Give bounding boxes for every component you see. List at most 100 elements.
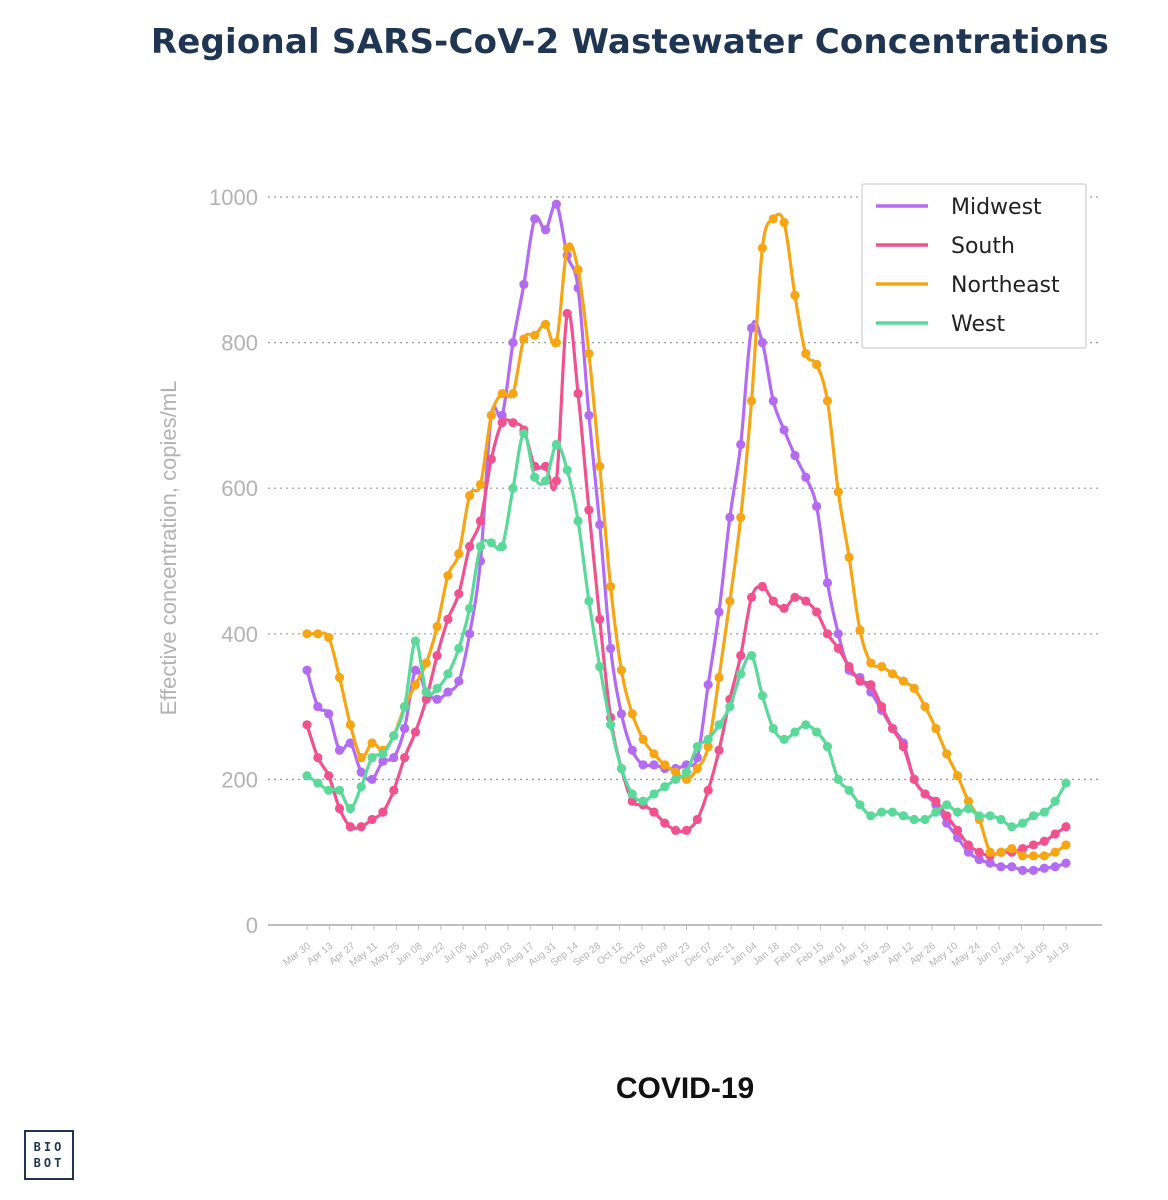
- data-point: [757, 581, 768, 592]
- data-point: [595, 520, 605, 530]
- data-point: [324, 785, 334, 795]
- data-point: [584, 596, 594, 606]
- data-point: [855, 625, 865, 635]
- data-point: [573, 516, 583, 526]
- data-point: [324, 709, 334, 719]
- data-point: [855, 676, 865, 686]
- data-point: [703, 734, 713, 744]
- data-point: [399, 702, 410, 712]
- data-point: [508, 388, 518, 399]
- data-point: [833, 643, 843, 653]
- data-point: [367, 814, 377, 825]
- data-point: [844, 552, 854, 562]
- data-point: [616, 665, 627, 675]
- data-point: [334, 785, 345, 795]
- data-point: [367, 738, 377, 748]
- data-point: [822, 396, 833, 406]
- data-point: [389, 731, 399, 741]
- data-point: [584, 505, 594, 515]
- data-point: [356, 782, 366, 792]
- data-point: [595, 661, 605, 672]
- data-point: [389, 785, 399, 795]
- data-point: [942, 811, 952, 821]
- data-point: [931, 807, 941, 817]
- data-point: [790, 592, 800, 603]
- data-point: [465, 541, 475, 552]
- data-point: [465, 603, 475, 613]
- data-point: [703, 742, 713, 752]
- data-point: [627, 789, 637, 799]
- data-point: [302, 771, 312, 781]
- data-point: [421, 694, 431, 704]
- data-point: [551, 476, 561, 486]
- y-axis-label: Effective concentration, copies/mL: [156, 381, 181, 716]
- data-point: [334, 803, 345, 814]
- data-point: [801, 596, 811, 606]
- data-point: [887, 807, 898, 817]
- data-point: [855, 800, 865, 810]
- data-point: [638, 734, 648, 744]
- data-point: [562, 465, 572, 475]
- x-tick-label: Jun 21: [997, 940, 1028, 967]
- data-point: [454, 643, 464, 653]
- data-point: [1039, 807, 1049, 817]
- data-point: [714, 745, 724, 755]
- data-point: [985, 847, 995, 857]
- data-point: [410, 680, 421, 690]
- data-point: [421, 687, 431, 697]
- data-point: [963, 803, 974, 814]
- legend-label: South: [951, 234, 1015, 259]
- data-point: [497, 410, 507, 420]
- logo-line-1: BIO: [33, 1140, 65, 1154]
- data-point: [410, 727, 421, 737]
- y-tick-label: 800: [221, 331, 258, 356]
- data-point: [638, 760, 648, 770]
- data-point: [378, 756, 388, 766]
- legend-box: [861, 183, 1087, 349]
- y-tick-label: 200: [221, 767, 258, 792]
- data-point: [627, 709, 637, 719]
- data-point: [812, 727, 822, 737]
- data-point: [1061, 778, 1071, 788]
- data-point: [443, 669, 453, 679]
- data-point: [779, 217, 789, 228]
- data-point: [367, 752, 377, 763]
- data-point: [822, 578, 833, 588]
- data-point: [454, 676, 464, 686]
- data-point: [443, 687, 453, 697]
- data-point: [313, 629, 323, 639]
- data-point: [334, 745, 345, 755]
- data-point: [768, 214, 778, 224]
- data-point: [822, 629, 833, 639]
- data-point: [768, 596, 778, 606]
- data-point: [378, 807, 388, 817]
- data-point: [606, 720, 616, 730]
- data-point: [963, 840, 974, 850]
- data-point: [508, 483, 518, 493]
- data-point: [1028, 811, 1039, 821]
- data-point: [345, 738, 355, 748]
- data-point: [497, 388, 507, 399]
- data-point: [540, 225, 551, 235]
- data-point: [1061, 858, 1071, 868]
- data-point: [833, 774, 843, 785]
- data-point: [1039, 863, 1049, 873]
- data-point: [519, 429, 529, 439]
- data-point: [573, 265, 583, 275]
- data-point: [692, 814, 702, 825]
- data-point: [1050, 847, 1060, 857]
- data-point: [465, 490, 475, 501]
- data-point: [530, 330, 540, 340]
- data-point: [1050, 829, 1060, 839]
- data-point: [519, 279, 529, 289]
- data-point: [844, 661, 854, 672]
- data-point: [681, 767, 692, 777]
- data-point: [822, 742, 833, 752]
- data-point: [812, 501, 822, 511]
- data-point: [801, 348, 811, 359]
- data-point: [356, 767, 366, 777]
- data-point: [1028, 851, 1039, 861]
- data-point: [974, 811, 984, 821]
- data-point: [573, 388, 583, 399]
